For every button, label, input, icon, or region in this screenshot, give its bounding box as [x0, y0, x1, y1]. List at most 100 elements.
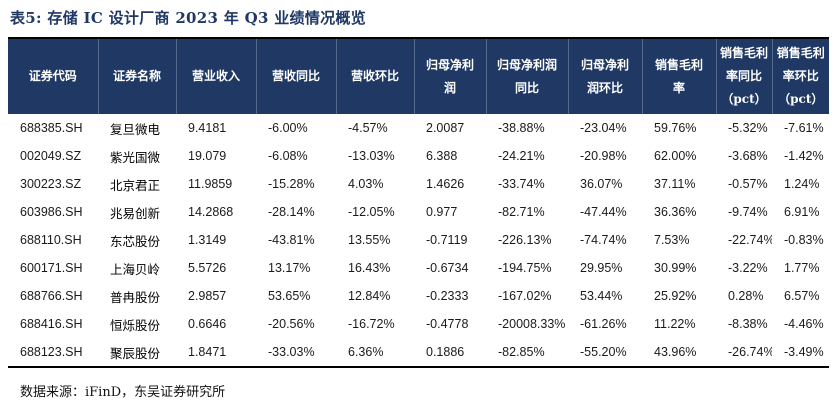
table-row: 688766.SH 普冉股份 2.9857 53.65% 12.84% -0.2… [8, 282, 829, 310]
table-cell: -3.22% [728, 261, 768, 275]
stock-name-cell: 聚辰股份 [110, 345, 161, 361]
table-cell: -5.32% [728, 121, 768, 135]
table-cell: -0.2333 [426, 289, 469, 303]
column-header-grossmargin: 销售毛利 率 [642, 38, 717, 114]
stock-code-cell: 688385.SH [20, 121, 83, 135]
table-cell: -226.13% [498, 233, 552, 247]
table-cell: -4.46% [784, 317, 824, 331]
data-source-note: 数据来源：iFinD，东吴证券研究所 [20, 385, 226, 400]
table-cell: -167.02% [498, 289, 552, 303]
table-cell: 16.43% [348, 261, 391, 275]
table-cell: -194.75% [498, 261, 552, 275]
table-cell: -47.44% [580, 205, 627, 219]
table-cell: -20.56% [268, 317, 315, 331]
table-row: 688123.SH 聚辰股份 1.8471 -33.03% 6.36% 0.18… [8, 338, 829, 367]
table-cell: -23.04% [580, 121, 627, 135]
table-cell: -61.26% [580, 317, 627, 331]
table-caption: 表5: 存储 IC 设计厂商 2023 年 Q3 业绩情况概览 [10, 9, 367, 27]
column-header-netprofit: 归母净利 润 [414, 38, 487, 114]
table-body: 688385.SH 复旦微电 9.4181 -6.00% -4.57% 2.00… [8, 114, 829, 367]
table-cell: -20008.33% [498, 317, 566, 331]
table-cell: 6.36% [348, 345, 384, 359]
stock-name-cell: 北京君正 [110, 177, 161, 193]
table-row: 688385.SH 复旦微电 9.4181 -6.00% -4.57% 2.00… [8, 114, 829, 142]
table-cell: -3.68% [728, 149, 768, 163]
table-cell: 2.0087 [426, 121, 465, 135]
table-cell: 1.4626 [426, 177, 465, 191]
table-cell: 30.99% [654, 261, 697, 275]
table-cell: -24.21% [498, 149, 545, 163]
table-cell: 53.44% [580, 289, 623, 303]
table-cell: 7.53% [654, 233, 690, 247]
table-cell: -0.4778 [426, 317, 469, 331]
table-cell: -82.85% [498, 345, 545, 359]
column-header-revenue: 营业收入 [176, 38, 257, 114]
table-cell: -38.88% [498, 121, 545, 135]
stock-name-cell: 恒烁股份 [110, 317, 161, 333]
table-cell: 19.079 [188, 149, 227, 163]
table-cell: -28.14% [268, 205, 315, 219]
table-cell: 36.36% [654, 205, 697, 219]
table-cell: 1.3149 [188, 233, 227, 247]
table-row: 688416.SH 恒烁股份 0.6646 -20.56% -16.72% -0… [8, 310, 829, 338]
stock-code-cell: 688110.SH [20, 233, 82, 247]
table-cell: -7.61% [784, 121, 824, 135]
stock-name-cell: 复旦微电 [110, 121, 161, 137]
table-cell: -4.57% [348, 121, 388, 135]
table-cell: 0.28% [728, 289, 764, 303]
table-cell: -82.71% [498, 205, 545, 219]
table-cell: -33.03% [268, 345, 315, 359]
column-header-grossmargin-yoy: 销售毛利 率同比 （pct） [716, 38, 773, 114]
stock-code-cell: 688416.SH [20, 317, 83, 331]
table-cell: -55.20% [580, 345, 627, 359]
table-cell: 25.92% [654, 289, 697, 303]
table-row: 688110.SH 东芯股份 1.3149 -43.81% 13.55% -0.… [8, 226, 829, 254]
table-row: 603986.SH 兆易创新 14.2868 -28.14% -12.05% 0… [8, 198, 829, 226]
table-cell: 0.1886 [426, 345, 465, 359]
table-cell: -8.38% [728, 317, 768, 331]
header-row: 证券代码 证券名称 营业收入 营收同比 营收环比 归母净利 润 归母净利润 同比… [8, 38, 829, 114]
table-cell: 29.95% [580, 261, 623, 275]
column-header-revenue-yoy: 营收同比 [256, 38, 337, 114]
table-cell: 59.76% [654, 121, 697, 135]
table-cell: 6.388 [426, 149, 458, 163]
table-cell: -1.42% [784, 149, 824, 163]
stock-code-cell: 002049.SZ [20, 149, 82, 163]
stock-name-cell: 东芯股份 [110, 233, 161, 249]
stock-name-cell: 紫光国微 [110, 149, 161, 165]
table-cell: -43.81% [268, 233, 315, 247]
table-cell: 11.9859 [188, 177, 233, 191]
column-header-netprofit-qoq: 归母净利 润环比 [568, 38, 643, 114]
table-cell: -0.7119 [426, 233, 468, 247]
table-cell: -26.74% [728, 345, 772, 359]
table-header: 证券代码 证券名称 营业收入 营收同比 营收环比 归母净利 润 归母净利润 同比… [8, 38, 829, 114]
table-cell: 1.24% [784, 177, 820, 191]
table-cell: 9.4181 [188, 121, 227, 135]
table-cell: -12.05% [348, 205, 395, 219]
table-cell: 62.00% [654, 149, 697, 163]
table-cell: 1.8471 [188, 345, 227, 359]
table-cell: 14.2868 [188, 205, 234, 219]
table-cell: 43.96% [654, 345, 697, 359]
table-cell: -20.98% [580, 149, 627, 163]
table-cell: -15.28% [268, 177, 315, 191]
table-cell: -74.74% [580, 233, 627, 247]
table-cell: 53.65% [268, 289, 311, 303]
table-cell: 6.57% [784, 289, 820, 303]
table-cell: 13.17% [268, 261, 311, 275]
table-row: 300223.SZ 北京君正 11.9859 -15.28% 4.03% 1.4… [8, 170, 829, 198]
stock-name-cell: 兆易创新 [110, 205, 161, 221]
stock-name-cell: 上海贝岭 [110, 261, 161, 277]
stock-code-cell: 600171.SH [20, 261, 83, 275]
column-header-name: 证券名称 [98, 38, 177, 114]
stock-code-cell: 300223.SZ [20, 177, 82, 191]
table-cell: -0.6734 [426, 261, 469, 275]
table-cell: -9.74% [728, 205, 768, 219]
table-cell: -22.74% [728, 233, 772, 247]
table-cell: -16.72% [348, 317, 395, 331]
stock-name-cell: 普冉股份 [110, 289, 161, 305]
table-cell: -6.08% [268, 149, 308, 163]
table-cell: 37.11% [654, 177, 696, 191]
table-cell: 0.6646 [188, 317, 227, 331]
